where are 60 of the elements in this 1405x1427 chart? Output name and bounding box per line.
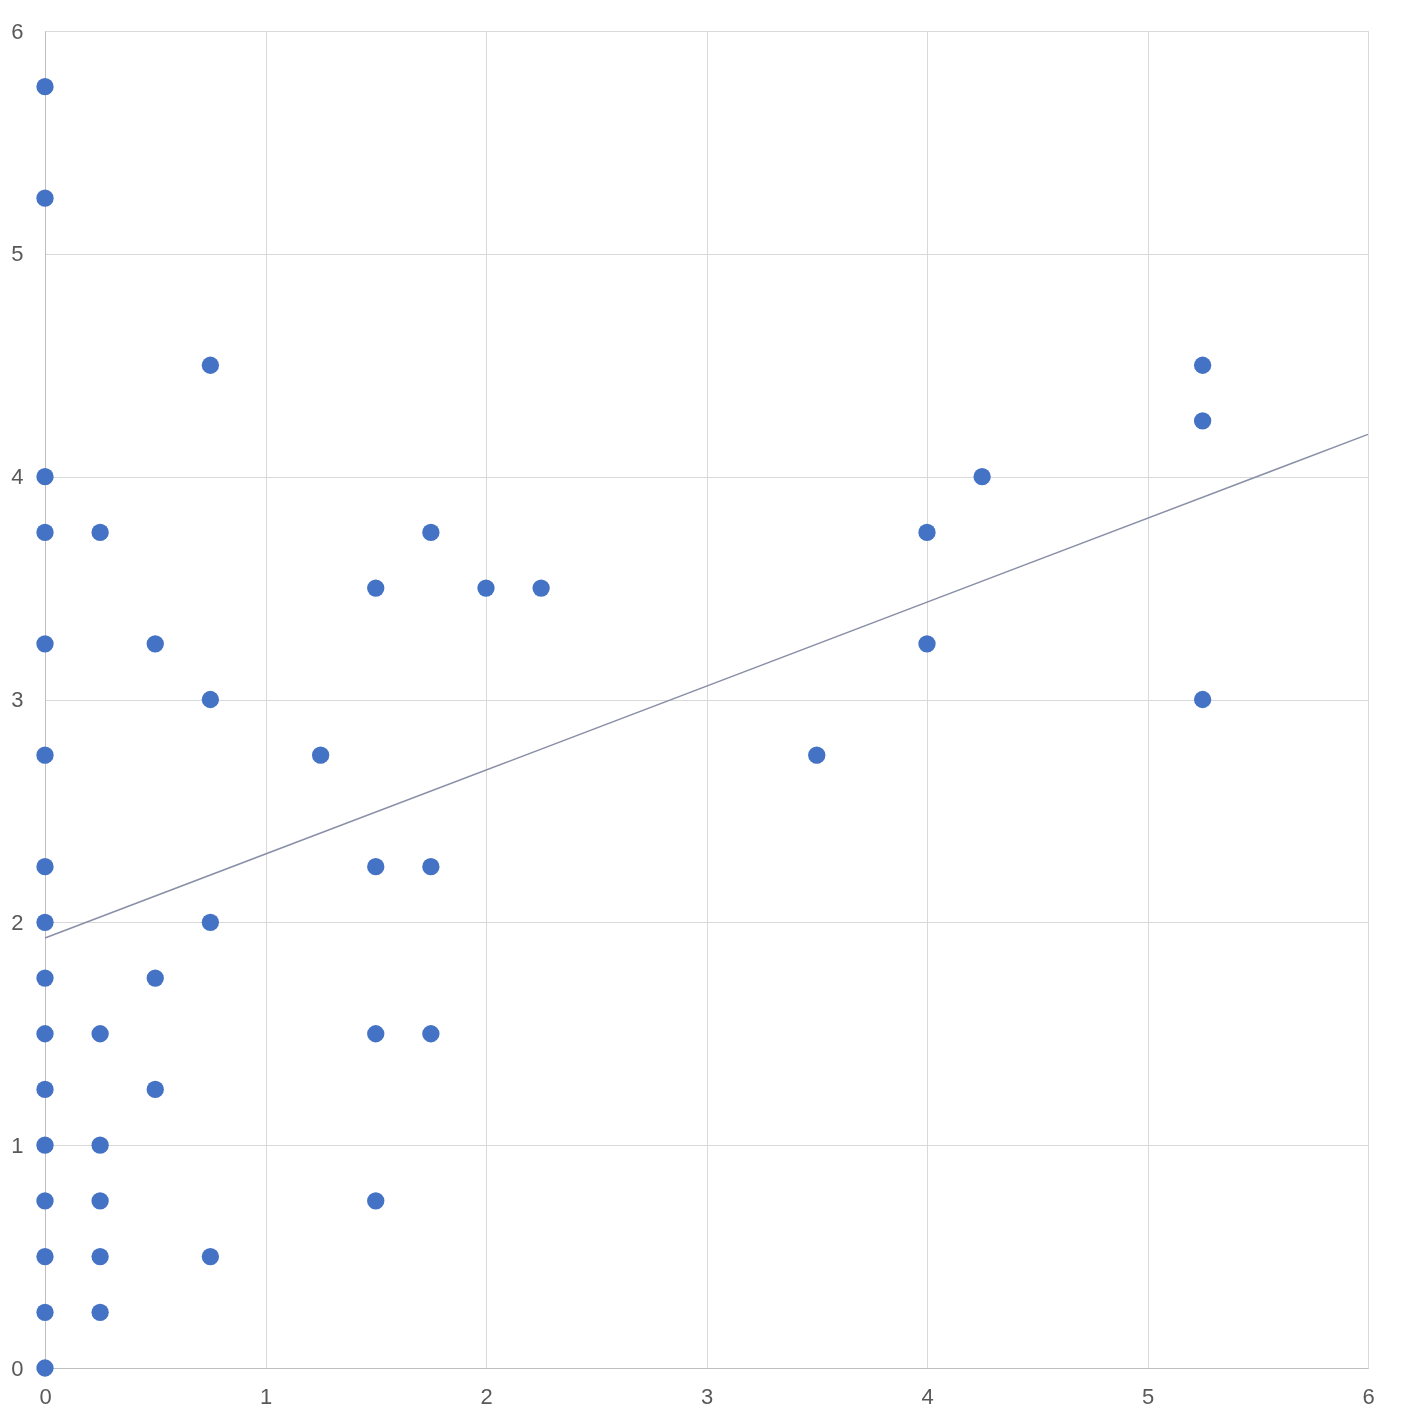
point [367, 579, 385, 597]
point [1193, 412, 1212, 430]
point [36, 746, 54, 764]
point [422, 523, 440, 542]
point [146, 969, 164, 987]
point [808, 746, 826, 764]
point [36, 78, 54, 96]
x-tick-label: 3 [700, 1383, 714, 1409]
point [367, 1192, 385, 1210]
point [201, 913, 220, 931]
point [1193, 690, 1212, 709]
point [201, 356, 220, 374]
x-tick-label: 4 [921, 1383, 934, 1409]
point [36, 635, 54, 653]
point [918, 523, 936, 542]
point [36, 857, 54, 876]
point [973, 468, 991, 486]
point [91, 1025, 109, 1043]
point [36, 1247, 54, 1266]
x-tick-label: 2 [480, 1383, 493, 1409]
point [36, 1136, 54, 1154]
point [91, 1303, 109, 1321]
point [36, 1359, 54, 1377]
x-tick-label: 5 [1141, 1383, 1155, 1409]
point [918, 635, 936, 653]
point [201, 1247, 220, 1266]
point [532, 579, 550, 597]
point [36, 523, 54, 542]
point [36, 1303, 54, 1321]
point [36, 969, 54, 987]
point [367, 857, 385, 876]
point [367, 1025, 385, 1043]
x-tick-label: 6 [1362, 1383, 1375, 1409]
y-tick-label: 6 [11, 18, 24, 44]
y-tick-label: 0 [11, 1355, 24, 1381]
y-tick-label: 2 [11, 909, 24, 935]
point [36, 1025, 54, 1043]
x-tick-label: 0 [39, 1383, 52, 1409]
point [91, 1136, 109, 1154]
y-tick-label: 5 [11, 241, 24, 267]
point [477, 579, 495, 597]
y-tick-label: 3 [11, 687, 24, 712]
point [91, 1247, 109, 1266]
y-tick-label: 1 [11, 1132, 24, 1158]
point [1193, 356, 1212, 374]
point [91, 523, 109, 542]
y-tick-label: 4 [11, 464, 24, 490]
x-tick-label: 1 [259, 1383, 273, 1409]
point [311, 746, 330, 764]
point [36, 189, 54, 207]
point [36, 1080, 54, 1099]
point [36, 913, 54, 931]
point [422, 1025, 440, 1043]
point [91, 1192, 109, 1210]
point [36, 468, 54, 486]
point [36, 1192, 54, 1210]
point [201, 690, 220, 709]
point [146, 1080, 164, 1099]
point [146, 635, 164, 653]
point [422, 857, 440, 876]
